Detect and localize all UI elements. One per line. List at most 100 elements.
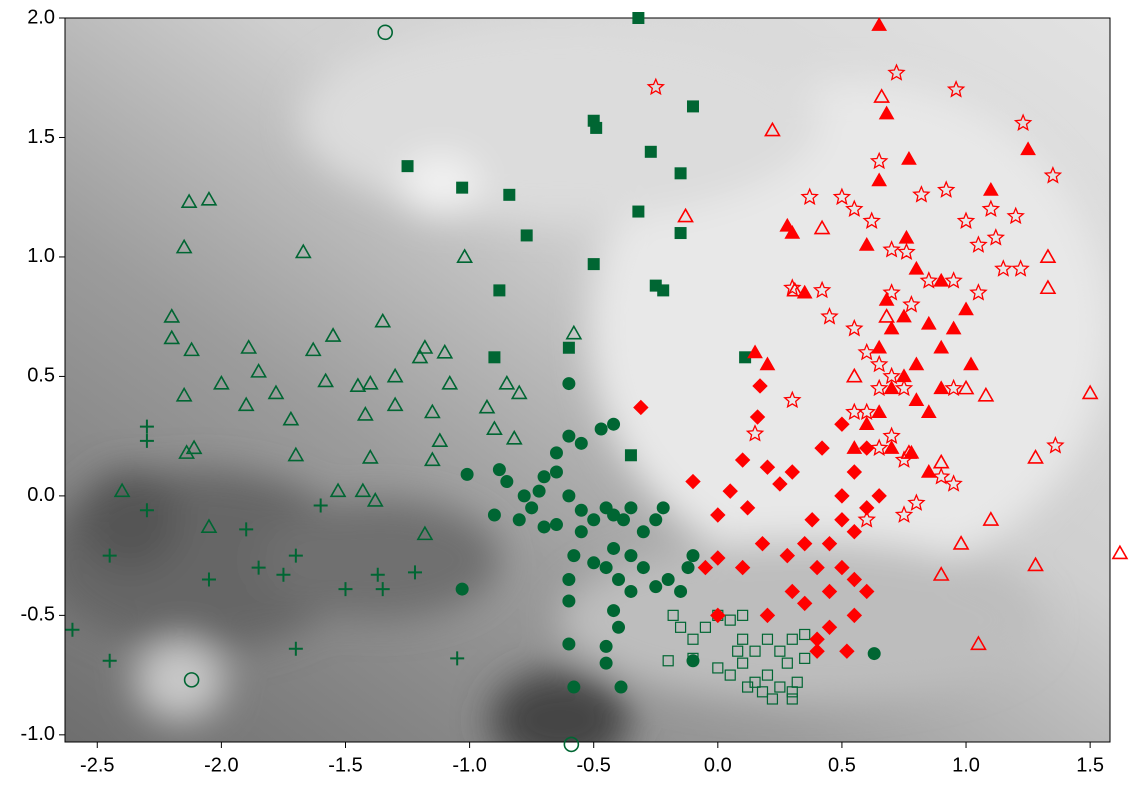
point bbox=[761, 669, 774, 681]
point bbox=[436, 343, 454, 359]
point bbox=[450, 651, 465, 666]
y-tick-label: 2.0 bbox=[27, 6, 55, 28]
point bbox=[799, 628, 811, 641]
point bbox=[276, 567, 291, 582]
point bbox=[486, 420, 503, 436]
point bbox=[503, 188, 516, 201]
point bbox=[563, 736, 580, 753]
point bbox=[562, 489, 576, 503]
point bbox=[239, 522, 254, 537]
point bbox=[894, 378, 914, 397]
point bbox=[759, 459, 776, 475]
point bbox=[734, 559, 751, 576]
point bbox=[632, 205, 645, 218]
point bbox=[994, 259, 1013, 277]
point bbox=[883, 440, 900, 454]
point bbox=[944, 271, 963, 289]
point bbox=[784, 225, 801, 239]
point bbox=[646, 77, 666, 96]
point bbox=[590, 121, 603, 134]
point bbox=[354, 482, 372, 498]
point bbox=[662, 655, 674, 667]
point bbox=[599, 656, 613, 670]
point bbox=[163, 308, 181, 323]
y-tick-label: -0.5 bbox=[21, 604, 55, 626]
point bbox=[386, 396, 404, 412]
point bbox=[933, 380, 950, 395]
point bbox=[455, 582, 469, 596]
point bbox=[783, 390, 802, 409]
point bbox=[813, 219, 831, 235]
point bbox=[1081, 384, 1099, 400]
point bbox=[878, 308, 895, 323]
point bbox=[846, 464, 863, 480]
point bbox=[952, 535, 970, 550]
point bbox=[649, 513, 663, 527]
point bbox=[724, 669, 736, 681]
point bbox=[594, 422, 608, 436]
x-tick-label: -2.0 bbox=[204, 754, 238, 776]
point bbox=[361, 374, 379, 390]
point bbox=[883, 320, 900, 335]
point bbox=[1027, 449, 1044, 464]
point bbox=[510, 384, 528, 400]
point bbox=[178, 444, 196, 459]
point bbox=[882, 283, 901, 301]
point bbox=[858, 236, 875, 251]
point bbox=[401, 160, 414, 173]
point bbox=[956, 211, 976, 229]
point bbox=[882, 366, 901, 385]
point bbox=[250, 363, 267, 378]
point bbox=[759, 607, 776, 624]
point bbox=[661, 573, 675, 587]
point bbox=[858, 416, 875, 430]
point bbox=[185, 439, 203, 455]
point bbox=[200, 518, 218, 534]
point bbox=[674, 227, 687, 240]
point bbox=[200, 190, 218, 206]
point bbox=[574, 436, 588, 450]
point bbox=[139, 503, 154, 518]
plot-frame bbox=[64, 17, 1111, 743]
x-tick-label: -2.5 bbox=[80, 754, 114, 776]
point bbox=[416, 525, 434, 541]
point bbox=[869, 354, 889, 373]
point bbox=[237, 396, 255, 412]
point bbox=[977, 386, 995, 402]
point bbox=[304, 341, 322, 357]
point bbox=[845, 318, 864, 337]
point bbox=[786, 281, 804, 297]
point bbox=[944, 474, 963, 492]
point bbox=[656, 501, 670, 515]
point bbox=[724, 614, 736, 626]
point bbox=[677, 207, 694, 223]
point bbox=[796, 595, 813, 612]
point bbox=[784, 583, 800, 600]
point bbox=[933, 339, 950, 354]
point bbox=[349, 377, 367, 393]
point bbox=[456, 248, 474, 263]
point bbox=[1043, 165, 1063, 184]
point bbox=[887, 63, 906, 81]
point bbox=[821, 583, 838, 600]
point bbox=[567, 549, 581, 563]
point bbox=[804, 512, 820, 528]
point bbox=[761, 633, 774, 645]
point bbox=[732, 645, 744, 657]
point bbox=[175, 386, 193, 402]
point bbox=[712, 662, 724, 674]
point bbox=[772, 476, 788, 492]
point bbox=[487, 508, 501, 522]
x-tick-label: -1.5 bbox=[328, 754, 362, 776]
point bbox=[288, 548, 303, 563]
point bbox=[846, 440, 863, 454]
point bbox=[175, 238, 193, 254]
point bbox=[737, 657, 749, 669]
point bbox=[747, 344, 763, 359]
point bbox=[624, 584, 638, 598]
point bbox=[139, 433, 154, 448]
point bbox=[201, 572, 216, 587]
point bbox=[562, 377, 576, 391]
point bbox=[587, 513, 601, 527]
point bbox=[919, 271, 938, 289]
